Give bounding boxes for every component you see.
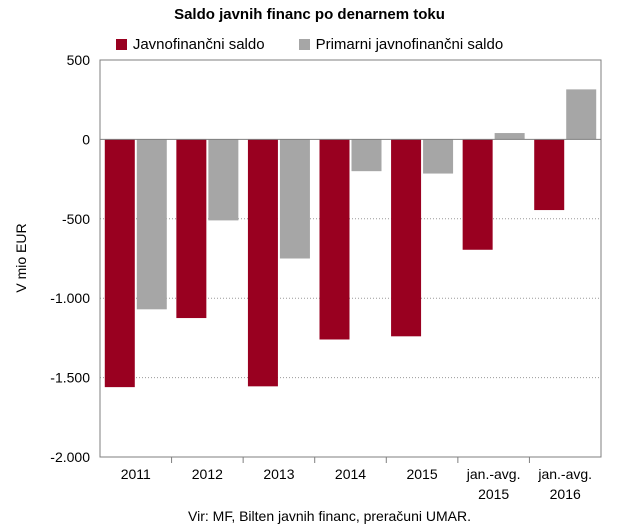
x-tick-label: 2013 <box>263 466 294 482</box>
y-tick-label: -500 <box>62 211 90 227</box>
bar-primarni-saldo <box>494 133 525 140</box>
bar-primarni-saldo <box>136 139 167 310</box>
legend-item-primarni-saldo: Primarni javnofinančni saldo <box>298 36 504 53</box>
y-tick-label: 500 <box>67 52 91 68</box>
y-tick-label: -2.000 <box>50 449 90 465</box>
chart-legend: Javnofinančni saldo Primarni javnofinanč… <box>0 36 619 53</box>
x-tick-label: 2012 <box>192 466 223 482</box>
bar-javnofinancni-saldo <box>319 139 350 340</box>
bar-javnofinancni-saldo <box>534 139 565 211</box>
x-tick-label: 2015 <box>406 466 437 482</box>
bar-javnofinancni-saldo <box>104 139 135 388</box>
bar-primarni-saldo <box>351 139 382 172</box>
y-tick-label: 0 <box>82 131 90 147</box>
x-tick-label: jan.-avg. <box>466 466 521 482</box>
bar-javnofinancni-saldo <box>462 139 493 250</box>
bar-javnofinancni-saldo <box>176 139 207 319</box>
bar-primarni-saldo <box>279 139 310 259</box>
legend-swatch-javnofinancni-saldo <box>115 39 127 50</box>
y-axis-label: V mio EUR <box>13 223 29 293</box>
x-tick-label: 2016 <box>550 486 581 502</box>
y-tick-label: -1.500 <box>50 370 90 386</box>
bar-javnofinancni-saldo <box>247 139 278 387</box>
bar-primarni-saldo <box>423 139 454 174</box>
legend-label-javnofinancni-saldo: Javnofinančni saldo <box>132 36 265 53</box>
chart-title: Saldo javnih financ po denarnem toku <box>174 6 445 23</box>
legend-swatch-primarni-saldo <box>298 39 310 50</box>
chart-source-note: Vir: MF, Bilten javnih financ, preračuni… <box>188 508 471 524</box>
bar-primarni-saldo <box>208 139 239 221</box>
bar-javnofinancni-saldo <box>391 139 422 337</box>
legend-item-javnofinancni-saldo: Javnofinančni saldo <box>115 36 265 53</box>
plot-frame <box>99 59 602 458</box>
x-tick-label: 2014 <box>335 466 366 482</box>
legend-label-primarni-saldo: Primarni javnofinančni saldo <box>315 36 504 53</box>
x-tick-label: jan.-avg. <box>537 466 592 482</box>
x-tick-label: 2011 <box>121 466 151 482</box>
bar-primarni-saldo <box>566 89 597 140</box>
x-tick-label: 2015 <box>478 486 509 502</box>
y-tick-label: -1.000 <box>50 290 90 306</box>
